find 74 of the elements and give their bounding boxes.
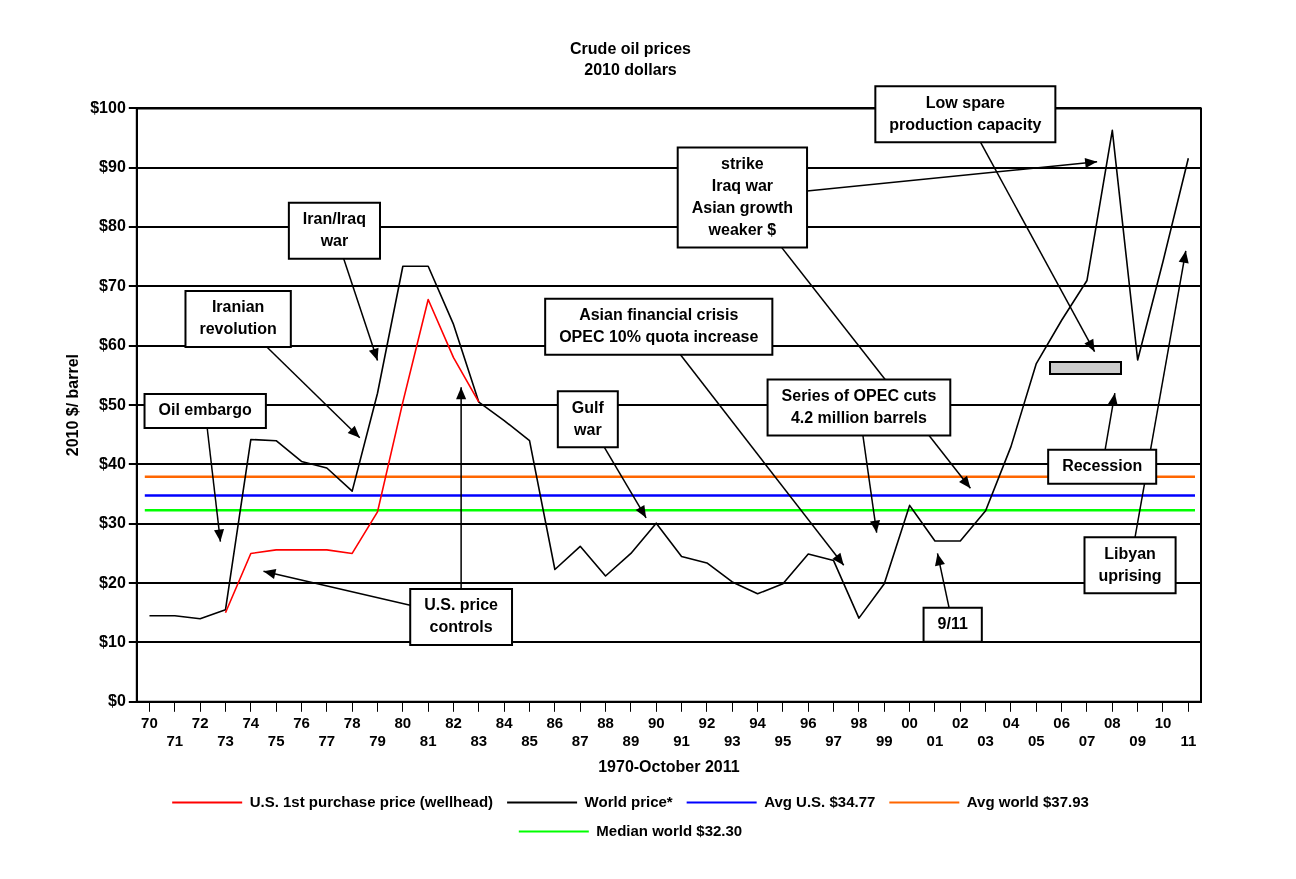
x-tick-label: 75 [267,731,285,749]
y-tick-label: $50 [99,395,126,413]
x-tick-label: 83 [470,731,488,749]
x-tick-label: 02 [951,713,969,731]
x-tick-label: 93 [723,731,741,749]
x-tick-label: 03 [977,731,994,749]
annotation: strike Iraq war Asian growth weaker $ [691,154,794,238]
x-tick-label: 11 [1180,731,1197,749]
annotation: Asian financial crisis OPEC 10% quota increase [559,306,759,346]
y-tick-label: $40 [99,454,126,472]
y-tick-label: $30 [99,514,126,532]
legend-label: Avg U.S. $34.77 [764,792,876,810]
x-tick-label: 85 [521,731,538,749]
legend-label: Avg world $37.93 [966,792,1089,810]
x-tick-label: 10 [1154,713,1172,731]
x-tick-label: 74 [242,713,260,731]
x-tick-label: 77 [318,731,336,749]
x-tick-label: 84 [495,713,514,731]
x-tick-label: 00 [901,713,918,731]
x-tick-label: 09 [1129,731,1146,749]
annotation: Recession [1062,457,1143,475]
annotation: 9/11 [937,615,968,633]
x-tick-label: 81 [419,731,437,749]
annotation: Oil embargo [158,401,253,419]
x-tick-label: 76 [293,713,310,731]
annotation: Low spare production capacity [889,93,1042,133]
x-tick-label: 78 [343,713,361,731]
x-tick-label: 96 [799,713,817,731]
x-tick-label: 08 [1103,713,1121,731]
x-tick-label: 01 [926,731,944,749]
annotation: Gulf war [571,398,605,438]
annotation: U.S. price controls [424,596,499,636]
legend-label: World price* [584,792,673,810]
annotation: Libyan uprising [1098,544,1162,584]
chart-subtitle: 2010 dollars [584,61,677,79]
x-tick-label: 70 [141,713,158,731]
y-tick-label: $70 [99,276,126,294]
x-tick-label: 86 [546,713,564,731]
y-tick-label: $0 [108,692,126,710]
annotation: Iran/Iraq war [302,210,366,250]
y-tick-label: $100 [90,98,126,116]
x-tick-label: 71 [166,731,184,749]
x-tick-label: 07 [1078,731,1096,749]
x-tick-label: 88 [597,713,614,731]
x-tick-label: 98 [850,713,868,731]
y-tick-label: $90 [99,158,126,176]
annotation: Iranian revolution [199,298,277,338]
x-tick-label: 72 [191,713,209,731]
x-tick-label: 82 [445,713,462,731]
x-tick-label: 87 [571,731,589,749]
x-tick-label: 92 [698,713,716,731]
y-tick-label: $20 [99,573,126,591]
x-tick-label: 73 [217,731,234,749]
legend-label: U.S. 1st purchase price (wellhead) [249,792,494,810]
x-tick-label: 06 [1053,713,1070,731]
chart-title: Crude oil prices [570,40,692,58]
x-tick-label: 99 [875,731,893,749]
x-tick-label: 94 [749,713,767,731]
y-tick-label: $80 [99,217,126,235]
y-tick-label: $10 [99,632,126,650]
x-tick-label: 79 [369,731,386,749]
y-axis-title: 2010 $/ barrel [64,353,82,457]
legend-label: Median world $32.30 [596,821,743,839]
x-axis-title: 1970-October 2011 [598,757,740,775]
x-tick-label: 91 [673,731,690,749]
x-tick-label: 05 [1027,731,1045,749]
x-tick-label: 80 [394,713,412,731]
x-tick-label: 04 [1002,713,1020,731]
x-tick-label: 97 [825,731,842,749]
x-tick-label: 95 [774,731,792,749]
x-tick-label: 89 [622,731,640,749]
annotation: Series of OPEC cuts 4.2 million barrels [781,386,937,426]
x-tick-label: 90 [647,713,665,731]
y-tick-label: $60 [99,336,126,354]
